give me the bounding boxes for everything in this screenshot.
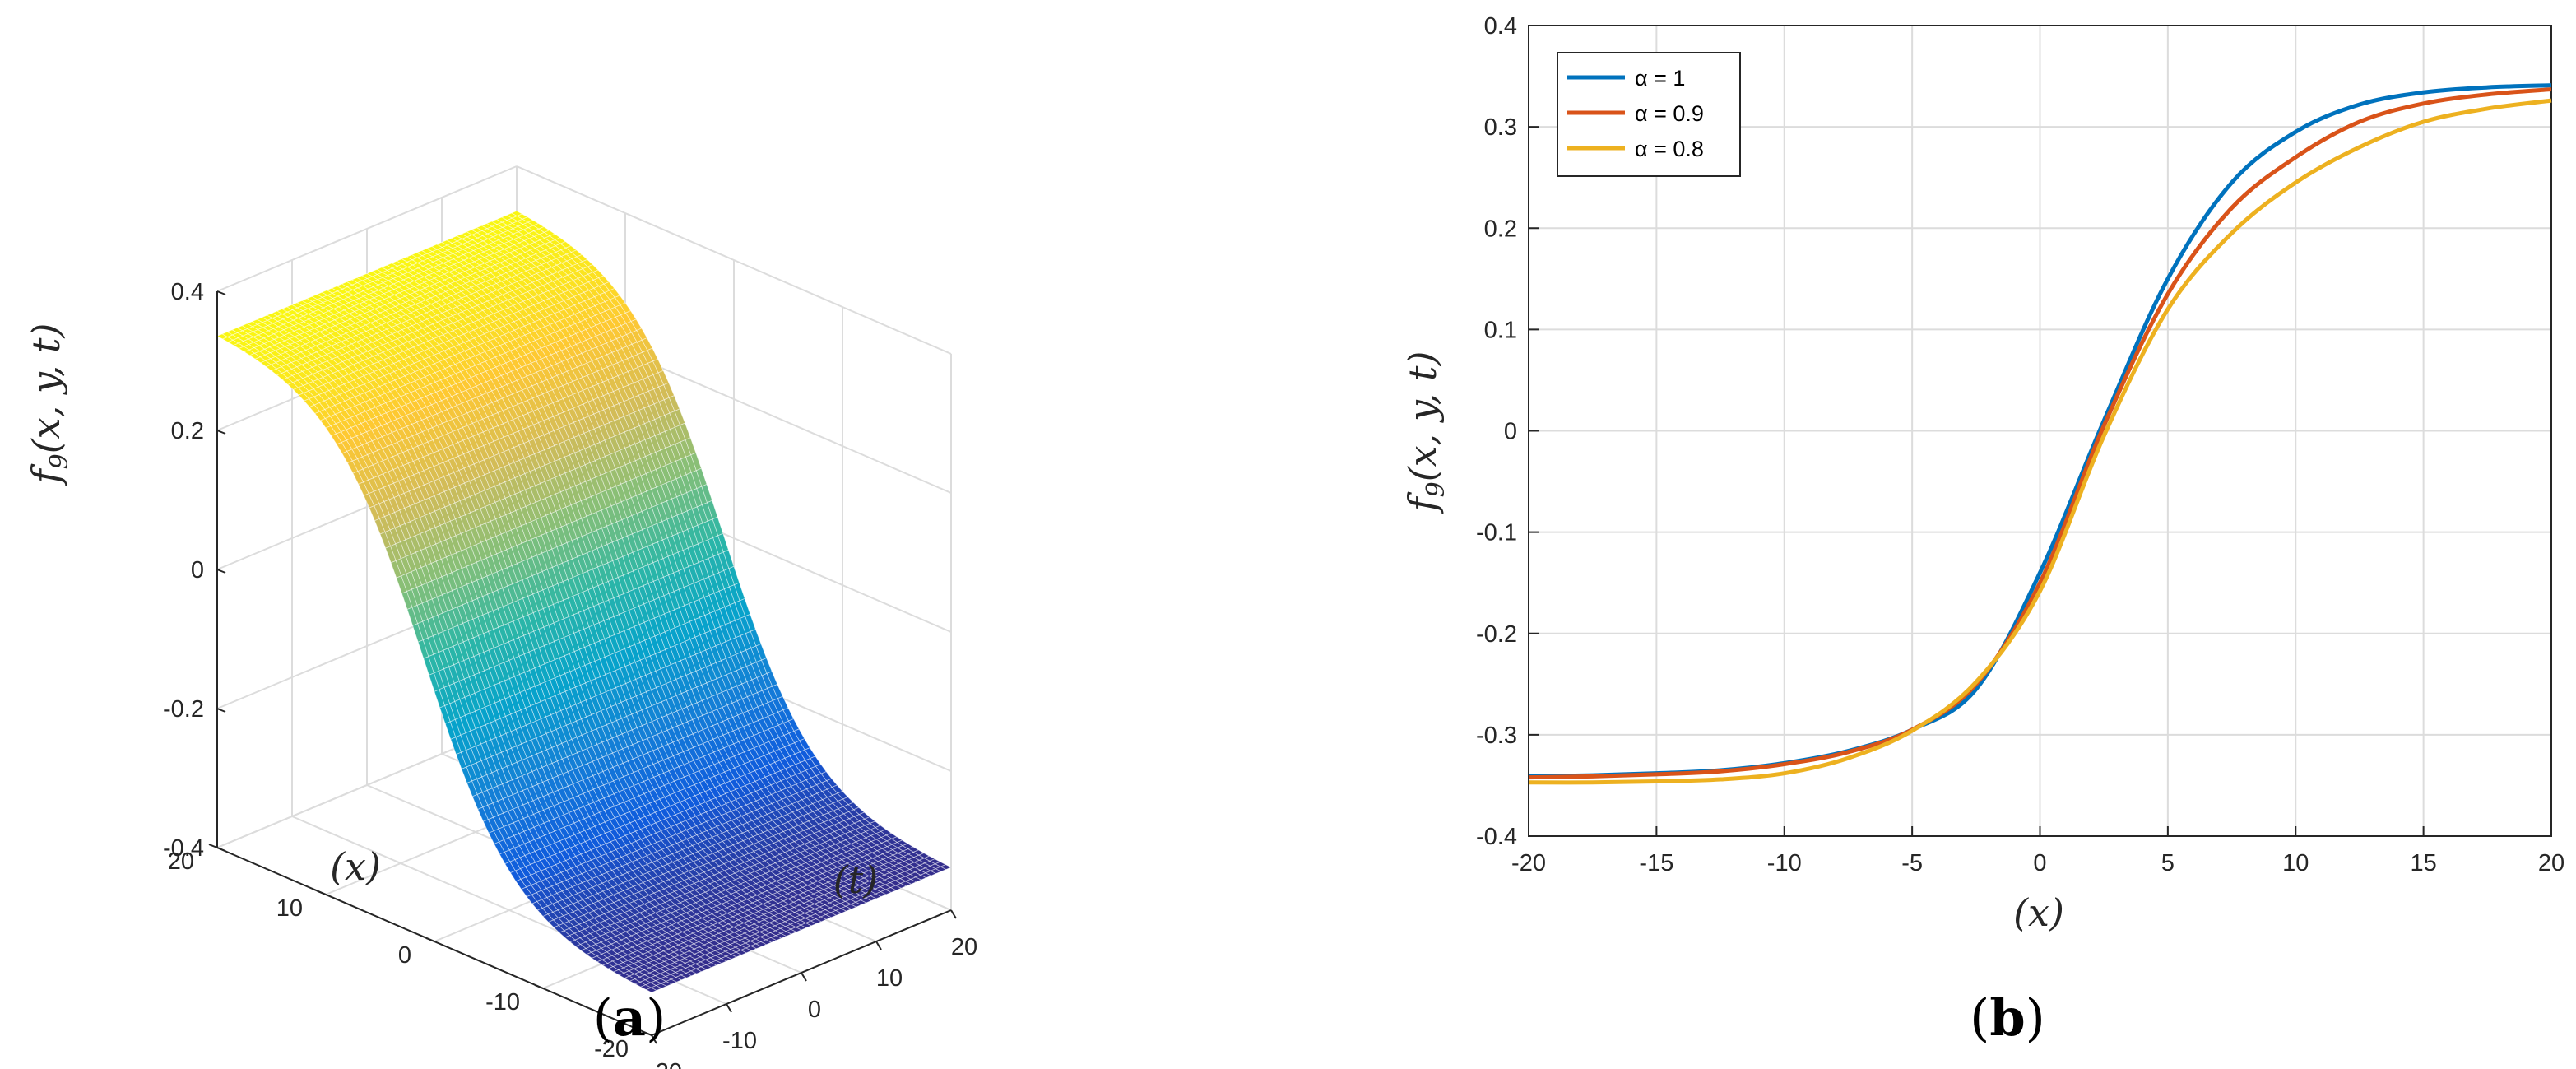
panel-b-caption: (b) (1970, 988, 2045, 1048)
a-z-tick-label: 0.4 (171, 279, 204, 305)
a-x-tick-mark (425, 937, 435, 942)
a-x-tick-label: -10 (485, 989, 520, 1016)
b-x-tick-label: -20 (1511, 850, 1546, 876)
b-legend-label: α = 0.9 (1635, 101, 1704, 126)
a-t-tick-mark (801, 972, 807, 982)
a-z-tick-mark (216, 708, 226, 713)
b-series-lines (1528, 83, 2552, 785)
a-z-tick-label: -0.4 (163, 835, 204, 862)
b-ticks: -20 -15 -10 -5 0 5 10 15 20 0.4 0.3 0.2 0.1 0 -0.1 -0.2… (1476, 13, 2564, 876)
a-x-tick-label: 20 (168, 848, 194, 875)
a-x-tick-mark (643, 1031, 652, 1036)
b-xlabel: (x) (2013, 890, 2064, 935)
a-t-tick-mark (726, 1003, 732, 1013)
b-series-line-1 (1528, 87, 2552, 780)
b-y-tick-label: 0.2 (1484, 216, 1517, 242)
b-y-tick-label: 0 (1504, 419, 1517, 445)
a-t-tick-label: 0 (808, 997, 821, 1023)
a-z-tick-mark (216, 847, 226, 852)
b-legend-label: α = 1 (1635, 66, 1685, 91)
b-x-tick-label: 15 (2410, 850, 2436, 876)
b-x-tick-label: 20 (2538, 850, 2564, 876)
a-surface-mesh (216, 210, 952, 993)
a-z-tick-mark (216, 569, 226, 574)
a-t-tick-mark (651, 1034, 657, 1044)
a-t-tick-mark (950, 909, 957, 919)
b-x-tick-label: 0 (2033, 850, 2046, 876)
b-x-tick-label: -10 (1767, 850, 1802, 876)
a-z-tick-mark (216, 290, 226, 295)
a-x-tick-mark (534, 984, 544, 989)
panel-b-line-plot: -20 -15 -10 -5 0 5 10 15 20 0.4 0.3 0.2 0.1 0 -0.1 -0.2… (1400, 13, 2564, 1048)
b-series-line-2 (1528, 98, 2552, 785)
a-x-tick-mark (317, 890, 327, 895)
b-legend-label: α = 0.8 (1635, 137, 1704, 161)
b-y-tick-label: -0.1 (1476, 520, 1517, 546)
a-t-tick-label: 10 (876, 965, 903, 992)
a-z-tick-label: 0.2 (171, 418, 204, 444)
a-t-tick-label: 20 (951, 934, 977, 960)
a-zlabel: f9(x, y, t) (24, 323, 74, 486)
a-x-tick-mark (208, 844, 218, 848)
a-t-tick-label: -10 (722, 1028, 757, 1054)
a-xlabel: (x) (330, 844, 381, 889)
a-x-tick-label: -20 (594, 1036, 629, 1062)
a-x-tick-label: 0 (398, 942, 411, 969)
b-y-tick-label: 0.4 (1484, 13, 1517, 40)
a-x-tick-label: 10 (276, 895, 303, 922)
b-x-tick-label: -5 (1901, 850, 1923, 876)
b-y-tick-label: 0.1 (1484, 317, 1517, 343)
b-y-tick-label: -0.2 (1476, 621, 1517, 648)
a-t-tick-mark (875, 941, 882, 950)
a-t-tick-label: -20 (647, 1059, 682, 1069)
b-y-tick-label: 0.3 (1484, 114, 1517, 141)
b-x-tick-label: 10 (2282, 850, 2309, 876)
b-y-tick-label: -0.3 (1476, 723, 1517, 749)
b-x-tick-label: -15 (1639, 850, 1673, 876)
a-surface-cell (940, 864, 952, 870)
b-x-tick-label: 5 (2161, 850, 2175, 876)
b-legend: α = 1 α = 0.9 α = 0.8 (1557, 52, 1741, 177)
a-tlabel: (t) (833, 858, 878, 902)
b-y-tick-label: -0.4 (1476, 824, 1517, 850)
panel-a-caption: (a) (593, 988, 666, 1048)
a-z-tick-mark (216, 430, 226, 435)
a-z-tick-label: -0.2 (163, 696, 204, 723)
a-z-tick-label: 0 (191, 557, 204, 583)
b-ylabel: f9(x, y, t) (1400, 351, 1450, 514)
